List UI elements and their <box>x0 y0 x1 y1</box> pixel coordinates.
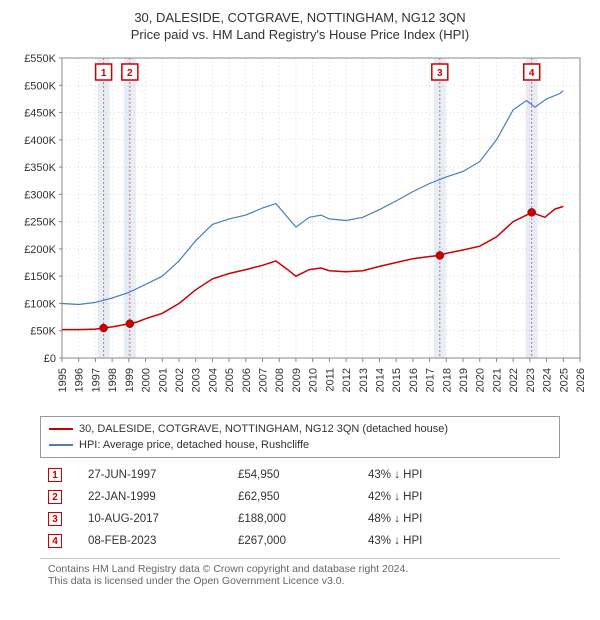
svg-text:£550K: £550K <box>24 53 56 65</box>
transaction-delta: 42% ↓ HPI <box>360 491 510 503</box>
svg-text:1996: 1996 <box>74 368 86 392</box>
transaction-marker: 4 <box>48 534 62 548</box>
chart-svg: £0 £50K £100K £150K £200K £250K £300K £350K £400… <box>10 48 590 408</box>
svg-text:2018: 2018 <box>441 368 453 392</box>
svg-text:2026: 2026 <box>575 368 587 392</box>
svg-text:2007: 2007 <box>258 368 270 392</box>
svg-text:2008: 2008 <box>274 368 286 392</box>
svg-text:1: 1 <box>101 68 107 79</box>
svg-text:£50K: £50K <box>30 326 56 338</box>
legend-swatch-property <box>49 428 73 430</box>
svg-text:2010: 2010 <box>308 368 320 392</box>
svg-text:£100K: £100K <box>24 298 56 310</box>
svg-text:2017: 2017 <box>425 368 437 392</box>
legend-swatch-hpi <box>49 444 73 446</box>
chart-container: 30, DALESIDE, COTGRAVE, NOTTINGHAM, NG12… <box>0 0 600 599</box>
footer-line1: Contains HM Land Registry data © Crown c… <box>48 563 552 575</box>
transaction-row: 2 22-JAN-1999£62,95042% ↓ HPI <box>40 486 560 508</box>
transaction-delta: 43% ↓ HPI <box>360 469 510 481</box>
svg-text:2015: 2015 <box>391 368 403 392</box>
svg-text:2: 2 <box>127 68 133 79</box>
footer: Contains HM Land Registry data © Crown c… <box>40 558 560 591</box>
transaction-price: £267,000 <box>230 535 360 547</box>
svg-text:2022: 2022 <box>508 368 520 392</box>
transaction-marker: 3 <box>48 512 62 526</box>
transactions-table: 127-JUN-1997£54,95043% ↓ HPI222-JAN-1999… <box>40 464 560 552</box>
svg-text:2023: 2023 <box>525 368 537 392</box>
svg-text:£0: £0 <box>44 353 56 365</box>
svg-text:2006: 2006 <box>241 368 253 392</box>
legend-row-hpi: HPI: Average price, detached house, Rush… <box>49 437 551 453</box>
svg-text:1995: 1995 <box>57 368 69 392</box>
svg-text:2011: 2011 <box>324 368 336 392</box>
legend-label-hpi: HPI: Average price, detached house, Rush… <box>79 439 309 451</box>
svg-text:£300K: £300K <box>24 189 56 201</box>
svg-text:2016: 2016 <box>408 368 420 392</box>
svg-text:2002: 2002 <box>174 368 186 392</box>
transaction-marker: 2 <box>48 490 62 504</box>
legend-row-property: 30, DALESIDE, COTGRAVE, NOTTINGHAM, NG12… <box>49 421 551 437</box>
svg-text:4: 4 <box>529 68 535 79</box>
svg-text:2013: 2013 <box>358 368 370 392</box>
svg-text:£350K: £350K <box>24 162 56 174</box>
svg-text:£250K: £250K <box>24 217 56 229</box>
svg-text:2019: 2019 <box>458 368 470 392</box>
svg-text:2012: 2012 <box>341 368 353 392</box>
svg-text:2009: 2009 <box>291 368 303 392</box>
svg-text:£500K: £500K <box>24 80 56 92</box>
legend-label-property: 30, DALESIDE, COTGRAVE, NOTTINGHAM, NG12… <box>79 423 448 435</box>
svg-text:£400K: £400K <box>24 135 56 147</box>
transaction-date: 08-FEB-2023 <box>80 535 230 547</box>
svg-text:2014: 2014 <box>374 368 386 392</box>
svg-text:2020: 2020 <box>475 368 487 392</box>
transaction-row: 1 27-JUN-1997£54,95043% ↓ HPI <box>40 464 560 486</box>
svg-text:£200K: £200K <box>24 244 56 256</box>
svg-text:2025: 2025 <box>558 368 570 392</box>
transaction-row: 3 10-AUG-2017£188,00048% ↓ HPI <box>40 508 560 530</box>
transaction-date: 10-AUG-2017 <box>80 513 230 525</box>
svg-text:2003: 2003 <box>191 368 203 392</box>
svg-text:2024: 2024 <box>542 368 554 392</box>
footer-line2: This data is licensed under the Open Gov… <box>48 575 552 587</box>
svg-text:1999: 1999 <box>124 368 136 392</box>
title-line2: Price paid vs. HM Land Registry's House … <box>10 27 590 42</box>
transaction-delta: 43% ↓ HPI <box>360 535 510 547</box>
chart: £0 £50K £100K £150K £200K £250K £300K £350K £400… <box>10 48 590 408</box>
svg-text:2005: 2005 <box>224 368 236 392</box>
transaction-price: £62,950 <box>230 491 360 503</box>
svg-text:2001: 2001 <box>157 368 169 392</box>
svg-text:1997: 1997 <box>90 368 102 392</box>
svg-text:3: 3 <box>437 68 443 79</box>
transaction-row: 4 08-FEB-2023£267,00043% ↓ HPI <box>40 530 560 552</box>
transaction-date: 22-JAN-1999 <box>80 491 230 503</box>
svg-text:2000: 2000 <box>141 368 153 392</box>
svg-text:£150K: £150K <box>24 271 56 283</box>
svg-text:1998: 1998 <box>107 368 119 392</box>
transaction-price: £54,950 <box>230 469 360 481</box>
transaction-price: £188,000 <box>230 513 360 525</box>
title-line1: 30, DALESIDE, COTGRAVE, NOTTINGHAM, NG12… <box>10 10 590 25</box>
svg-text:£450K: £450K <box>24 108 56 120</box>
transaction-delta: 48% ↓ HPI <box>360 513 510 525</box>
svg-text:2004: 2004 <box>207 368 219 392</box>
transaction-marker: 1 <box>48 468 62 482</box>
transaction-date: 27-JUN-1997 <box>80 469 230 481</box>
legend: 30, DALESIDE, COTGRAVE, NOTTINGHAM, NG12… <box>40 416 560 458</box>
svg-text:2021: 2021 <box>491 368 503 392</box>
